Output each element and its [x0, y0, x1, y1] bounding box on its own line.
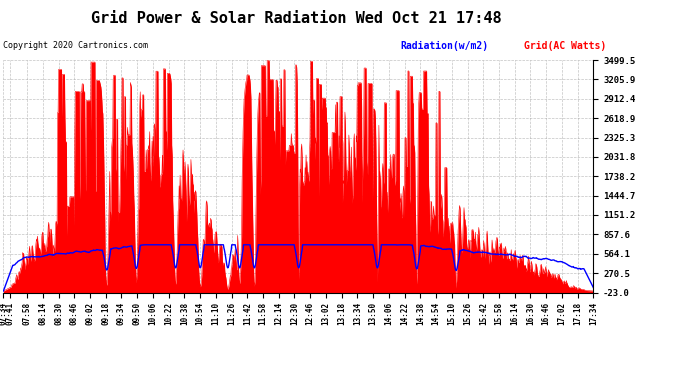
Text: Radiation(w/m2): Radiation(w/m2) — [400, 41, 489, 51]
Text: Grid Power & Solar Radiation Wed Oct 21 17:48: Grid Power & Solar Radiation Wed Oct 21 … — [91, 11, 502, 26]
Text: Copyright 2020 Cartronics.com: Copyright 2020 Cartronics.com — [3, 41, 148, 50]
Text: Grid(AC Watts): Grid(AC Watts) — [524, 41, 607, 51]
